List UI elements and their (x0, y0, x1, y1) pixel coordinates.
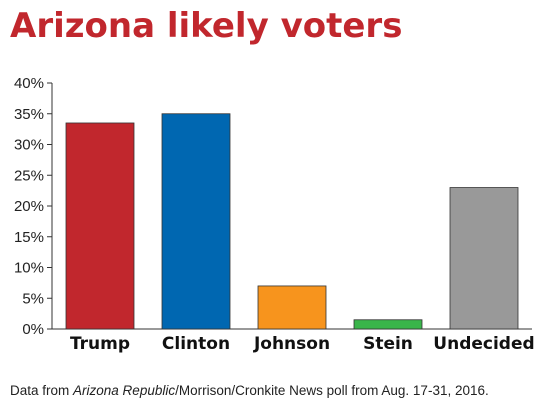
chart-title: Arizona likely voters (10, 6, 403, 46)
y-tick-label: 35% (14, 106, 44, 123)
bar-trump (65, 122, 135, 330)
y-tick-label: 10% (14, 260, 44, 277)
chart-bars (65, 113, 519, 330)
y-tick-label: 30% (14, 137, 44, 154)
bar-stein (353, 319, 423, 330)
y-tick-label: 25% (14, 167, 44, 184)
x-category-label: Stein (363, 334, 413, 354)
x-category-label: Johnson (253, 334, 330, 354)
source-note: Data from Arizona Republic/Morrison/Cron… (10, 383, 489, 398)
x-category-label: Undecided (433, 334, 534, 354)
source-note-publication: Arizona Republic (73, 383, 176, 398)
y-tick-label: 15% (14, 229, 44, 246)
bar-undecided (449, 187, 519, 330)
bar-clinton (161, 113, 231, 330)
source-note-suffix: /Morrison/Cronkite News poll from Aug. 1… (175, 383, 489, 398)
x-category-label: Trump (70, 334, 130, 354)
y-tick-label: 0% (22, 321, 44, 338)
source-note-prefix: Data from (10, 383, 74, 398)
bar-johnson (257, 285, 327, 330)
x-category-label: Clinton (162, 334, 230, 354)
y-tick-label: 5% (22, 290, 44, 307)
chart-labels: Trump Clinton Johnson Stein Undecided (70, 334, 535, 354)
y-tick-label: 40% (14, 75, 44, 92)
y-tick-label: 20% (14, 198, 44, 215)
